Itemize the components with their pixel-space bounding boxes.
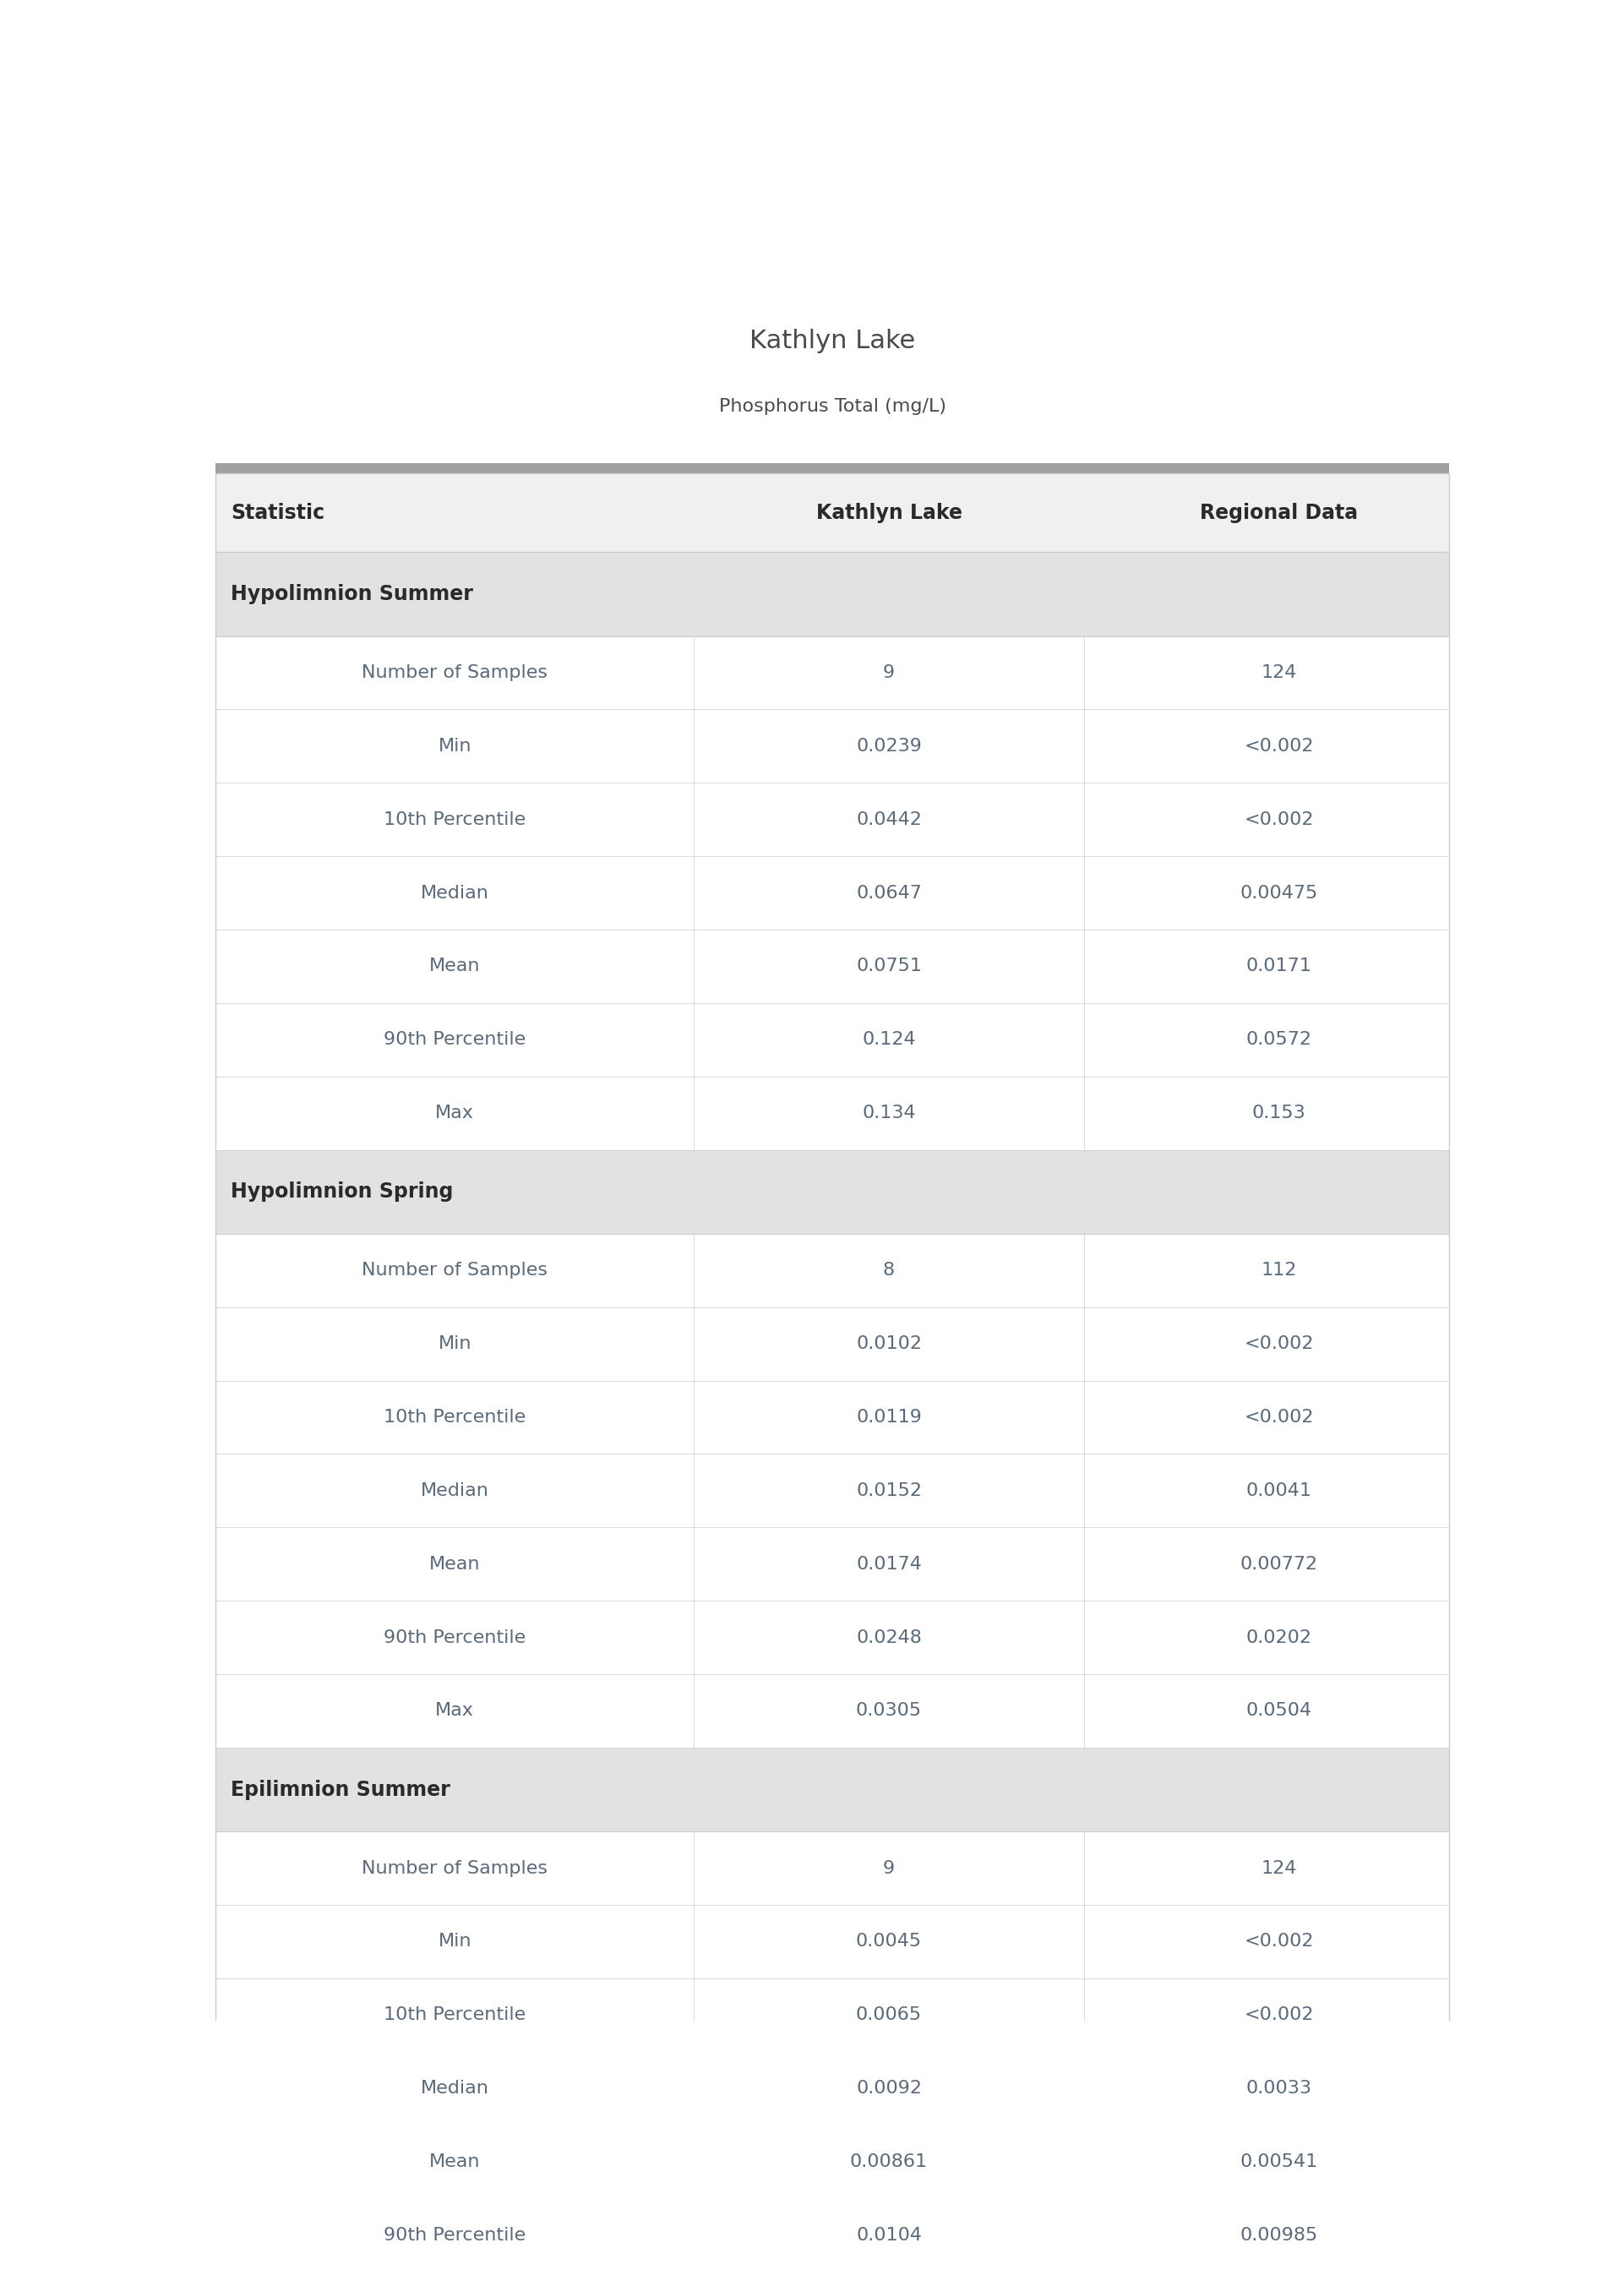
Text: 0.00541: 0.00541: [1241, 2154, 1319, 2170]
Text: 90th Percentile: 90th Percentile: [383, 1031, 526, 1049]
Text: Min: Min: [438, 738, 471, 754]
Text: 0.0751: 0.0751: [856, 958, 922, 974]
Text: 0.153: 0.153: [1252, 1105, 1306, 1121]
Text: 10th Percentile: 10th Percentile: [383, 2007, 526, 2023]
Text: 124: 124: [1262, 1859, 1298, 1877]
Bar: [216, 1600, 1449, 1675]
Text: 0.0442: 0.0442: [856, 810, 922, 829]
Text: <0.002: <0.002: [1244, 1410, 1314, 1426]
Text: Max: Max: [435, 1702, 474, 1718]
Text: <0.002: <0.002: [1244, 2007, 1314, 2023]
Text: 0.00772: 0.00772: [1241, 1555, 1319, 1573]
Text: 0.0572: 0.0572: [1246, 1031, 1312, 1049]
Text: 0.0647: 0.0647: [856, 885, 922, 901]
Bar: [216, 636, 1449, 711]
Text: Number of Samples: Number of Samples: [362, 1262, 547, 1278]
Bar: [216, 1003, 1449, 1076]
Text: Statistic: Statistic: [231, 502, 325, 522]
Text: 124: 124: [1262, 665, 1298, 681]
Bar: [216, 474, 1449, 552]
Bar: [216, 1905, 1449, 1979]
Bar: [216, 1748, 1449, 1832]
Bar: [216, 1380, 1449, 1455]
Text: 0.0104: 0.0104: [856, 2227, 922, 2243]
Bar: [216, 783, 1449, 856]
Text: 0.0065: 0.0065: [856, 2007, 922, 2023]
Bar: [216, 1235, 1449, 1308]
Bar: [216, 856, 1449, 931]
Text: 0.0102: 0.0102: [856, 1335, 922, 1353]
Text: 0.0119: 0.0119: [856, 1410, 922, 1426]
Bar: [216, 1076, 1449, 1151]
Text: 10th Percentile: 10th Percentile: [383, 1410, 526, 1426]
Text: Mean: Mean: [429, 1555, 481, 1573]
Text: 9: 9: [883, 1859, 895, 1877]
Text: 0.00985: 0.00985: [1241, 2227, 1319, 2243]
Text: Regional Data: Regional Data: [1200, 502, 1358, 522]
Bar: [216, 2052, 1449, 2125]
Text: 0.0174: 0.0174: [856, 1555, 922, 1573]
Text: 8: 8: [883, 1262, 895, 1278]
Bar: [216, 463, 1449, 474]
Text: 90th Percentile: 90th Percentile: [383, 1630, 526, 1646]
Text: <0.002: <0.002: [1244, 1335, 1314, 1353]
Text: 0.0305: 0.0305: [856, 1702, 922, 1718]
Text: 0.134: 0.134: [862, 1105, 916, 1121]
Bar: [216, 1151, 1449, 1235]
Bar: [216, 552, 1449, 636]
Text: 0.0152: 0.0152: [856, 1482, 922, 1498]
Text: Phosphorus Total (mg/L): Phosphorus Total (mg/L): [719, 397, 945, 415]
Bar: [216, 1528, 1449, 1600]
Text: Epilimnion Summer: Epilimnion Summer: [231, 1780, 450, 1800]
Text: Min: Min: [438, 1934, 471, 1950]
Text: <0.002: <0.002: [1244, 1934, 1314, 1950]
Text: 0.124: 0.124: [862, 1031, 916, 1049]
Text: Mean: Mean: [429, 2154, 481, 2170]
Text: 0.0239: 0.0239: [856, 738, 922, 754]
Bar: [216, 931, 1449, 1003]
Text: Median: Median: [421, 2079, 489, 2097]
Text: <0.002: <0.002: [1244, 738, 1314, 754]
Text: 112: 112: [1262, 1262, 1298, 1278]
Text: Hypolimnion Summer: Hypolimnion Summer: [231, 583, 473, 604]
Text: 0.0092: 0.0092: [856, 2079, 922, 2097]
Text: 0.0504: 0.0504: [1246, 1702, 1312, 1718]
Text: <0.002: <0.002: [1244, 810, 1314, 829]
Text: Max: Max: [435, 1105, 474, 1121]
Bar: [216, 2200, 1449, 2270]
Text: 0.00861: 0.00861: [849, 2154, 927, 2170]
Bar: [216, 2125, 1449, 2200]
Text: Median: Median: [421, 885, 489, 901]
Text: Hypolimnion Spring: Hypolimnion Spring: [231, 1183, 453, 1201]
Text: 90th Percentile: 90th Percentile: [383, 2227, 526, 2243]
Text: 0.0045: 0.0045: [856, 1934, 922, 1950]
Text: 0.0041: 0.0041: [1246, 1482, 1312, 1498]
Bar: [216, 1308, 1449, 1380]
Text: 0.0171: 0.0171: [1246, 958, 1312, 974]
Text: 0.0033: 0.0033: [1246, 2079, 1312, 2097]
Text: Number of Samples: Number of Samples: [362, 665, 547, 681]
Bar: [216, 711, 1449, 783]
Text: 0.00475: 0.00475: [1241, 885, 1319, 901]
Text: 0.0202: 0.0202: [1246, 1630, 1312, 1646]
Text: Kathlyn Lake: Kathlyn Lake: [749, 329, 916, 352]
Bar: [216, 1675, 1449, 1748]
Text: 9: 9: [883, 665, 895, 681]
Text: 10th Percentile: 10th Percentile: [383, 810, 526, 829]
Text: Mean: Mean: [429, 958, 481, 974]
Bar: [216, 1832, 1449, 1905]
Bar: [216, 1455, 1449, 1528]
Text: Min: Min: [438, 1335, 471, 1353]
Text: Kathlyn Lake: Kathlyn Lake: [815, 502, 961, 522]
Bar: [216, 1979, 1449, 2052]
Text: Median: Median: [421, 1482, 489, 1498]
Text: Number of Samples: Number of Samples: [362, 1859, 547, 1877]
Text: 0.0248: 0.0248: [856, 1630, 922, 1646]
